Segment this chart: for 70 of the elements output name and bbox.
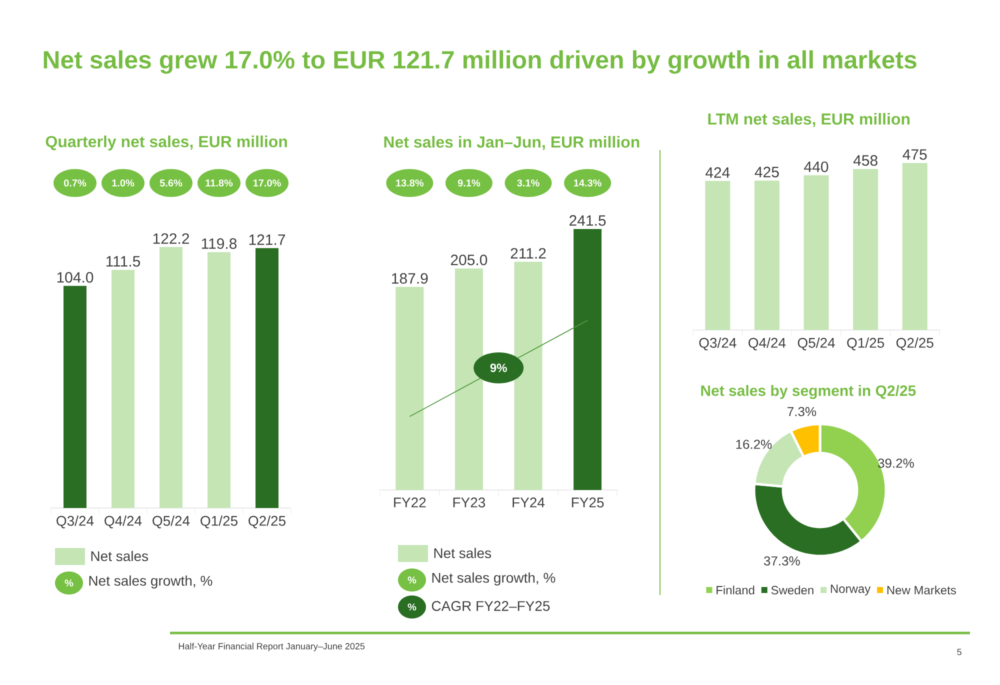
text: 9.1% (458, 179, 480, 187)
text: 13.8% (396, 179, 424, 187)
data-label: 121.7 (249, 234, 286, 245)
data-label: 122.2 (153, 233, 190, 244)
x-tick-label: Q3/24 (699, 338, 736, 350)
legend-label: Net sales (91, 550, 148, 562)
data-label: 39.2% (878, 458, 914, 468)
bar (64, 286, 87, 508)
bar (256, 248, 279, 508)
text: % (64, 579, 74, 587)
bar (574, 228, 602, 490)
x-tick-label: Q2/25 (896, 338, 934, 350)
x-tick-label: Q2/25 (248, 516, 286, 528)
data-label: 16.2% (736, 440, 772, 449)
bar (396, 286, 424, 490)
data-label: 458 (853, 155, 878, 166)
data-label: 119.8 (202, 238, 237, 249)
text: 5 (957, 648, 962, 656)
x-tick-label: FY22 (394, 498, 426, 508)
bar (160, 246, 183, 508)
legend-label: New Markets (887, 586, 956, 594)
text: 11.8% (206, 179, 233, 187)
legend-label: Sweden (771, 586, 814, 594)
data-label: 37.3% (764, 556, 800, 566)
legend-label: Net sales (434, 548, 492, 558)
data-label: 205.0 (450, 254, 488, 266)
data-label: 425 (754, 166, 779, 178)
data-label: 241.5 (570, 215, 606, 226)
text: 0.7% (64, 179, 86, 187)
x-tick-label: FY25 (572, 498, 604, 508)
bar (514, 262, 542, 490)
data-label: 211.2 (510, 248, 546, 259)
data-label: 7.3% (788, 406, 816, 416)
text: % (408, 603, 416, 611)
bar (208, 252, 231, 508)
text: Net sales growth, % (432, 572, 556, 586)
data-label: 104.0 (57, 272, 94, 283)
data-label: 111.5 (106, 256, 140, 267)
x-tick-label: Q1/25 (200, 516, 238, 528)
chart-title: Quarterly net sales, EUR million (46, 136, 287, 150)
text: Half-Year Financial Report January–June 2025 (178, 642, 365, 652)
chart-title: Net sales by segment in Q2/25 (701, 384, 916, 400)
text: 14.3% (574, 179, 602, 187)
legend-label: Norway (830, 584, 871, 596)
x-tick-label: FY24 (512, 498, 545, 508)
data-label: 187.9 (392, 273, 428, 284)
chart-title: Net sales in Jan–Jun, EUR million (384, 136, 640, 150)
x-tick-label: Q4/24 (104, 516, 142, 528)
x-tick-label: Q1/25 (847, 338, 884, 350)
text: % (408, 576, 416, 584)
x-tick-label: Q3/24 (56, 516, 94, 528)
text: CAGR FY22–FY25 (432, 601, 550, 611)
x-tick-label: Q5/24 (152, 516, 190, 528)
text: 3.1% (517, 179, 540, 187)
data-label: 424 (705, 167, 730, 178)
text: 5.6% (160, 179, 182, 187)
text: 1.0% (112, 179, 134, 187)
bar (112, 270, 135, 508)
annotation: 9% (490, 364, 507, 372)
bar (454, 268, 483, 490)
text: Net sales growth, % (89, 575, 212, 589)
legend-label: Finland (716, 586, 754, 594)
x-tick-label: Q5/24 (798, 338, 835, 350)
text: Net sales grew 17.0% to EUR 121.7 million driven by growth in all markets (44, 50, 916, 74)
text: 17.0% (253, 179, 281, 187)
chart-title: LTM net sales, EUR million (708, 112, 910, 128)
x-tick-label: FY23 (453, 498, 486, 508)
data-label: 440 (804, 161, 828, 172)
data-label: 475 (902, 149, 927, 160)
x-tick-label: Q4/24 (748, 338, 786, 350)
